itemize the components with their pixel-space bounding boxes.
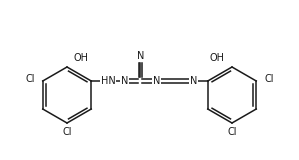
Text: N: N	[137, 51, 144, 61]
Text: Cl: Cl	[265, 74, 274, 84]
Text: N: N	[152, 76, 160, 86]
Text: OH: OH	[210, 53, 225, 63]
Text: Cl: Cl	[62, 127, 72, 137]
Text: OH: OH	[74, 53, 89, 63]
Text: N: N	[190, 76, 197, 86]
Text: N: N	[120, 76, 128, 86]
Text: Cl: Cl	[25, 74, 34, 84]
Text: HN: HN	[101, 76, 116, 86]
Text: Cl: Cl	[227, 127, 237, 137]
